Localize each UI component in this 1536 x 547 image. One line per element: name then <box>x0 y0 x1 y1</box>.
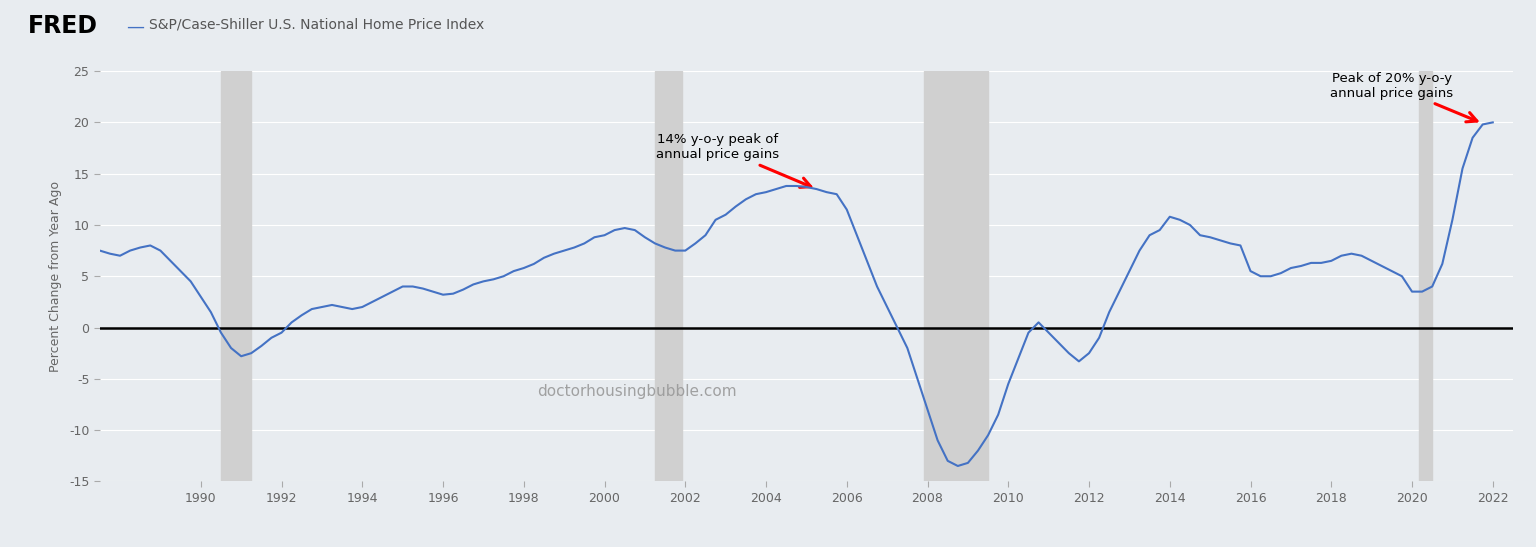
Bar <box>1419 71 1432 481</box>
Text: doctorhousingbubble.com: doctorhousingbubble.com <box>538 383 737 399</box>
Bar <box>925 71 988 481</box>
Text: FRED: FRED <box>28 14 98 38</box>
Text: Peak of 20% y-o-y
annual price gains: Peak of 20% y-o-y annual price gains <box>1330 72 1478 122</box>
Y-axis label: Percent Change from Year Ago: Percent Change from Year Ago <box>49 181 61 372</box>
Text: S&P/Case-Shiller U.S. National Home Price Index: S&P/Case-Shiller U.S. National Home Pric… <box>149 18 484 32</box>
Bar <box>654 71 682 481</box>
Bar <box>221 71 252 481</box>
Text: 14% y-o-y peak of
annual price gains: 14% y-o-y peak of annual price gains <box>656 133 811 188</box>
Text: —: — <box>126 18 144 36</box>
